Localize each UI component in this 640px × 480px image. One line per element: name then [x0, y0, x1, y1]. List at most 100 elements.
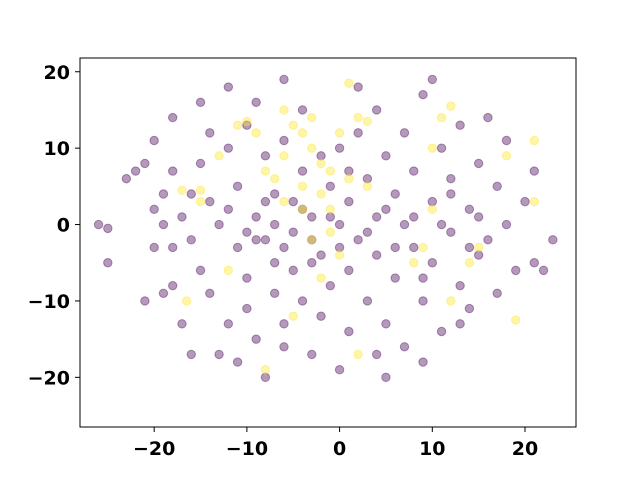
purple-point: [371, 212, 382, 222]
purple-point: [353, 235, 363, 245]
yellow-point: [242, 116, 252, 127]
purple-point: [436, 326, 447, 337]
purple-point: [149, 135, 159, 146]
purple-point: [390, 273, 400, 283]
purple-point: [269, 219, 280, 230]
purple-point: [344, 265, 354, 276]
purple-point: [195, 158, 206, 169]
x-tick-label: 20: [512, 438, 538, 460]
purple-point: [242, 273, 252, 283]
yellow-point: [279, 196, 289, 207]
purple-point: [297, 204, 308, 214]
y-tick: 10: [44, 138, 80, 160]
purple-point: [251, 212, 261, 222]
purple-point: [492, 181, 502, 192]
yellow-point: [177, 185, 187, 195]
purple-point: [269, 189, 280, 199]
yellow-point: [251, 128, 261, 138]
yellow-point: [279, 105, 289, 115]
purple-point: [464, 204, 475, 214]
purple-point: [195, 265, 206, 276]
purple-point: [186, 235, 196, 245]
purple-point: [316, 311, 326, 321]
yellow-point: [353, 349, 363, 360]
yellow-point: [511, 315, 521, 325]
purple-point: [409, 212, 419, 222]
data-points: [93, 74, 558, 383]
purple-point: [455, 280, 465, 291]
purple-point: [446, 227, 456, 237]
yellow-point: [316, 158, 326, 169]
x-tick: −20: [133, 427, 175, 460]
purple-point: [548, 235, 558, 245]
purple-point: [260, 235, 271, 245]
purple-point: [260, 151, 271, 161]
y-tick-label: 0: [57, 215, 70, 237]
purple-point: [464, 242, 475, 253]
purple-point: [279, 319, 289, 329]
y-tick-label: −20: [28, 367, 70, 389]
purple-point: [186, 349, 196, 360]
purple-point: [158, 219, 169, 230]
purple-point: [232, 242, 243, 253]
purple-point: [195, 97, 206, 108]
yellow-point: [307, 112, 317, 123]
yellow-point: [260, 166, 271, 176]
yellow-point: [181, 296, 192, 306]
yellow-point: [446, 296, 456, 306]
purple-point: [390, 189, 400, 199]
purple-point: [177, 319, 187, 329]
purple-point: [362, 227, 373, 237]
purple-point: [307, 349, 317, 360]
purple-point: [334, 143, 345, 153]
y-tick-label: −10: [28, 291, 70, 313]
purple-point: [279, 135, 289, 146]
purple-point: [205, 128, 215, 138]
purple-point: [381, 204, 391, 214]
y-tick: 0: [57, 215, 80, 237]
purple-point: [168, 166, 178, 176]
yellow-point: [362, 116, 373, 127]
y-tick: 20: [44, 62, 80, 84]
purple-point: [269, 258, 280, 268]
x-axis: −20 −10 0 10 20: [133, 427, 538, 460]
yellow-point: [529, 196, 539, 207]
purple-point: [288, 265, 298, 276]
x-tick: 10: [419, 427, 446, 460]
purple-point: [168, 242, 178, 253]
yellow-point: [427, 143, 437, 153]
purple-point: [205, 288, 215, 299]
purple-point: [371, 250, 382, 260]
yellow-point: [501, 151, 512, 161]
purple-point: [362, 296, 373, 306]
purple-point: [381, 319, 391, 329]
purple-point: [427, 196, 437, 207]
yellow-point: [529, 135, 539, 146]
x-tick: 20: [512, 427, 538, 460]
purple-point: [103, 258, 113, 268]
purple-point: [501, 219, 512, 230]
yellow-point: [297, 204, 308, 214]
purple-point: [418, 357, 428, 367]
purple-point: [473, 250, 484, 260]
purple-point: [409, 166, 419, 176]
purple-point: [140, 158, 150, 169]
yellow-point: [446, 101, 456, 111]
purple-point: [279, 74, 289, 85]
purple-point: [279, 242, 289, 253]
purple-point: [353, 128, 363, 138]
purple-point: [464, 303, 475, 314]
yellow-point: [223, 265, 234, 276]
purple-point: [446, 174, 456, 184]
purple-point: [316, 250, 326, 260]
purple-point: [288, 196, 298, 207]
yellow-point: [195, 185, 206, 195]
purple-point: [242, 227, 252, 237]
purple-point: [297, 296, 308, 306]
yellow-point: [288, 311, 298, 321]
purple-point: [427, 74, 437, 85]
purple-point: [529, 166, 539, 176]
purple-point: [168, 280, 178, 291]
purple-point: [334, 242, 345, 253]
